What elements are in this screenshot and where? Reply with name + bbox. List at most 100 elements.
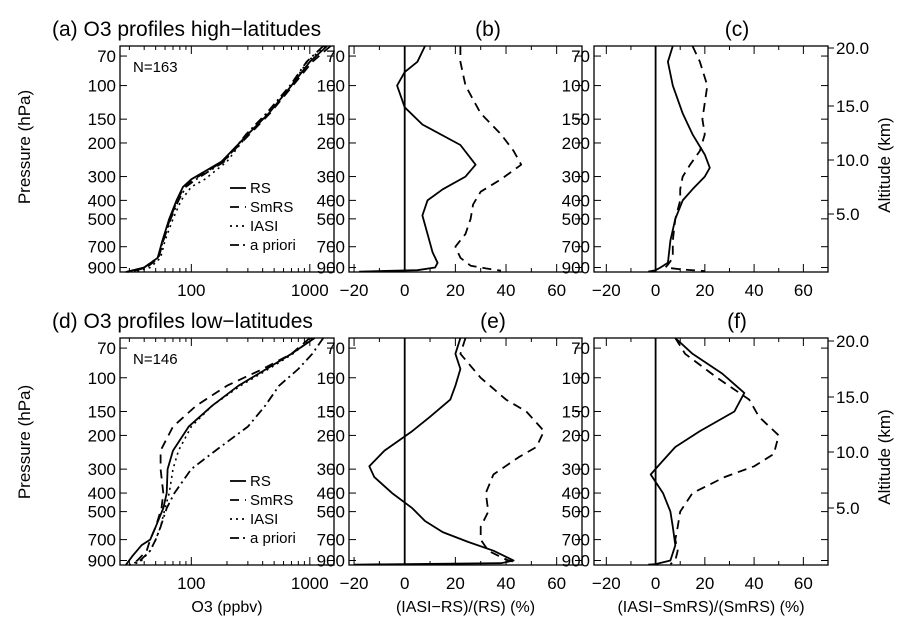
series-dashed [459, 337, 545, 565]
series-solid [354, 337, 515, 566]
y-tick-label: 400 [88, 191, 116, 210]
altitude-tick-label: 5.0 [836, 499, 860, 518]
y-tick-label: 400 [317, 484, 345, 503]
x-tick-label: 1000 [291, 281, 329, 300]
series-rs [125, 337, 316, 566]
series-iasi [134, 45, 326, 273]
y-tick-label: 100 [562, 369, 590, 388]
series-a-priori [127, 45, 324, 273]
series-solid [648, 45, 711, 273]
x-tick-label: 40 [745, 281, 764, 300]
x-tick-label: 100 [177, 281, 205, 300]
x-tick-label: −20 [592, 574, 621, 593]
x-tick-label: 40 [497, 574, 516, 593]
altitude-tick-label: 5.0 [836, 205, 860, 224]
y-tick-label: 700 [562, 531, 590, 550]
series-smrs [129, 45, 332, 273]
x-tick-label: 100 [177, 574, 205, 593]
right-label-top: Altitude (km) [875, 117, 894, 212]
y-tick-label: 300 [317, 460, 345, 479]
x-tick-label: 60 [547, 574, 566, 593]
y-tick-label: 400 [562, 191, 590, 210]
x-axis-label: O3 (ppbv) [191, 599, 262, 616]
y-tick-label: 70 [97, 47, 116, 66]
y-tick-label: 500 [88, 503, 116, 522]
y-tick-label: 100 [88, 77, 116, 96]
y-tick-label: 500 [317, 210, 345, 229]
y-tick-label: 70 [571, 339, 590, 358]
y-tick-label: 200 [88, 426, 116, 445]
panel-title: (e) [480, 310, 506, 333]
y-tick-label: 900 [562, 552, 590, 571]
x-tick-label: 40 [497, 281, 516, 300]
y-tick-label: 900 [88, 259, 116, 278]
y-tick-label: 400 [88, 484, 116, 503]
panel-title: (d) O3 profiles low−latitudes [52, 310, 313, 333]
y-tick-label: 700 [317, 238, 345, 257]
plot-frame [593, 45, 829, 273]
y-tick-label: 900 [317, 259, 345, 278]
legend-label: IASI [250, 511, 278, 528]
x-tick-label: −20 [340, 281, 369, 300]
sample-count: N=146 [133, 351, 178, 368]
x-tick-label: 20 [695, 574, 714, 593]
y-tick-label: 500 [88, 210, 116, 229]
y-tick-label: 700 [562, 238, 590, 257]
legend-label: RS [250, 180, 271, 197]
ylabel-top: Pressure (hPa) [15, 90, 34, 204]
y-tick-label: 100 [317, 369, 345, 388]
y-tick-label: 150 [88, 402, 116, 421]
x-tick-label: 20 [446, 574, 465, 593]
y-tick-label: 200 [317, 134, 345, 153]
y-tick-label: 400 [317, 191, 345, 210]
panel-title: (a) O3 profiles high−latitudes [52, 18, 321, 41]
plot-frame [119, 337, 335, 566]
x-tick-label: −20 [340, 574, 369, 593]
panel-title: (b) [475, 18, 501, 41]
y-tick-label: 70 [326, 339, 345, 358]
series-dashed [454, 46, 523, 272]
y-tick-label: 700 [88, 238, 116, 257]
x-tick-label: 40 [745, 574, 764, 593]
altitude-tick-label: 15.0 [836, 97, 869, 116]
plot-frame [348, 45, 583, 273]
y-tick-label: 300 [317, 168, 345, 187]
y-tick-label: 150 [562, 110, 590, 129]
series-smrs [128, 337, 311, 566]
x-tick-label: 0 [651, 574, 660, 593]
x-tick-label: 20 [695, 281, 714, 300]
x-tick-label: 20 [446, 281, 465, 300]
x-axis-label: (IASI−SmRS)/(SmRS) (%) [617, 599, 804, 616]
altitude-tick-label: 15.0 [836, 388, 869, 407]
y-tick-label: 300 [88, 460, 116, 479]
y-tick-label: 200 [562, 134, 590, 153]
y-tick-label: 150 [317, 110, 345, 129]
legend-label: SmRS [250, 199, 293, 216]
legend-label: RS [250, 473, 271, 490]
sample-count: N=163 [133, 59, 178, 76]
x-tick-label: 60 [547, 281, 566, 300]
y-tick-label: 300 [88, 168, 116, 187]
legend-label: a priori [250, 237, 296, 254]
ylabel-bottom: Pressure (hPa) [15, 385, 34, 499]
altitude-tick-label: 10.0 [836, 443, 869, 462]
altitude-tick-label: 20.0 [836, 39, 869, 58]
y-tick-label: 200 [317, 426, 345, 445]
x-tick-label: −20 [592, 281, 621, 300]
y-tick-label: 150 [562, 402, 590, 421]
x-tick-label: 1000 [291, 574, 329, 593]
y-tick-label: 200 [88, 134, 116, 153]
y-tick-label: 900 [562, 259, 590, 278]
panel-title: (c) [725, 18, 750, 41]
y-tick-label: 300 [562, 168, 590, 187]
x-tick-label: 0 [400, 281, 409, 300]
x-axis-label: (IASI−RS)/(RS) (%) [396, 599, 535, 616]
series-solid [359, 45, 477, 273]
y-tick-label: 100 [317, 77, 345, 96]
y-tick-label: 70 [571, 47, 590, 66]
legend-label: SmRS [250, 492, 293, 509]
